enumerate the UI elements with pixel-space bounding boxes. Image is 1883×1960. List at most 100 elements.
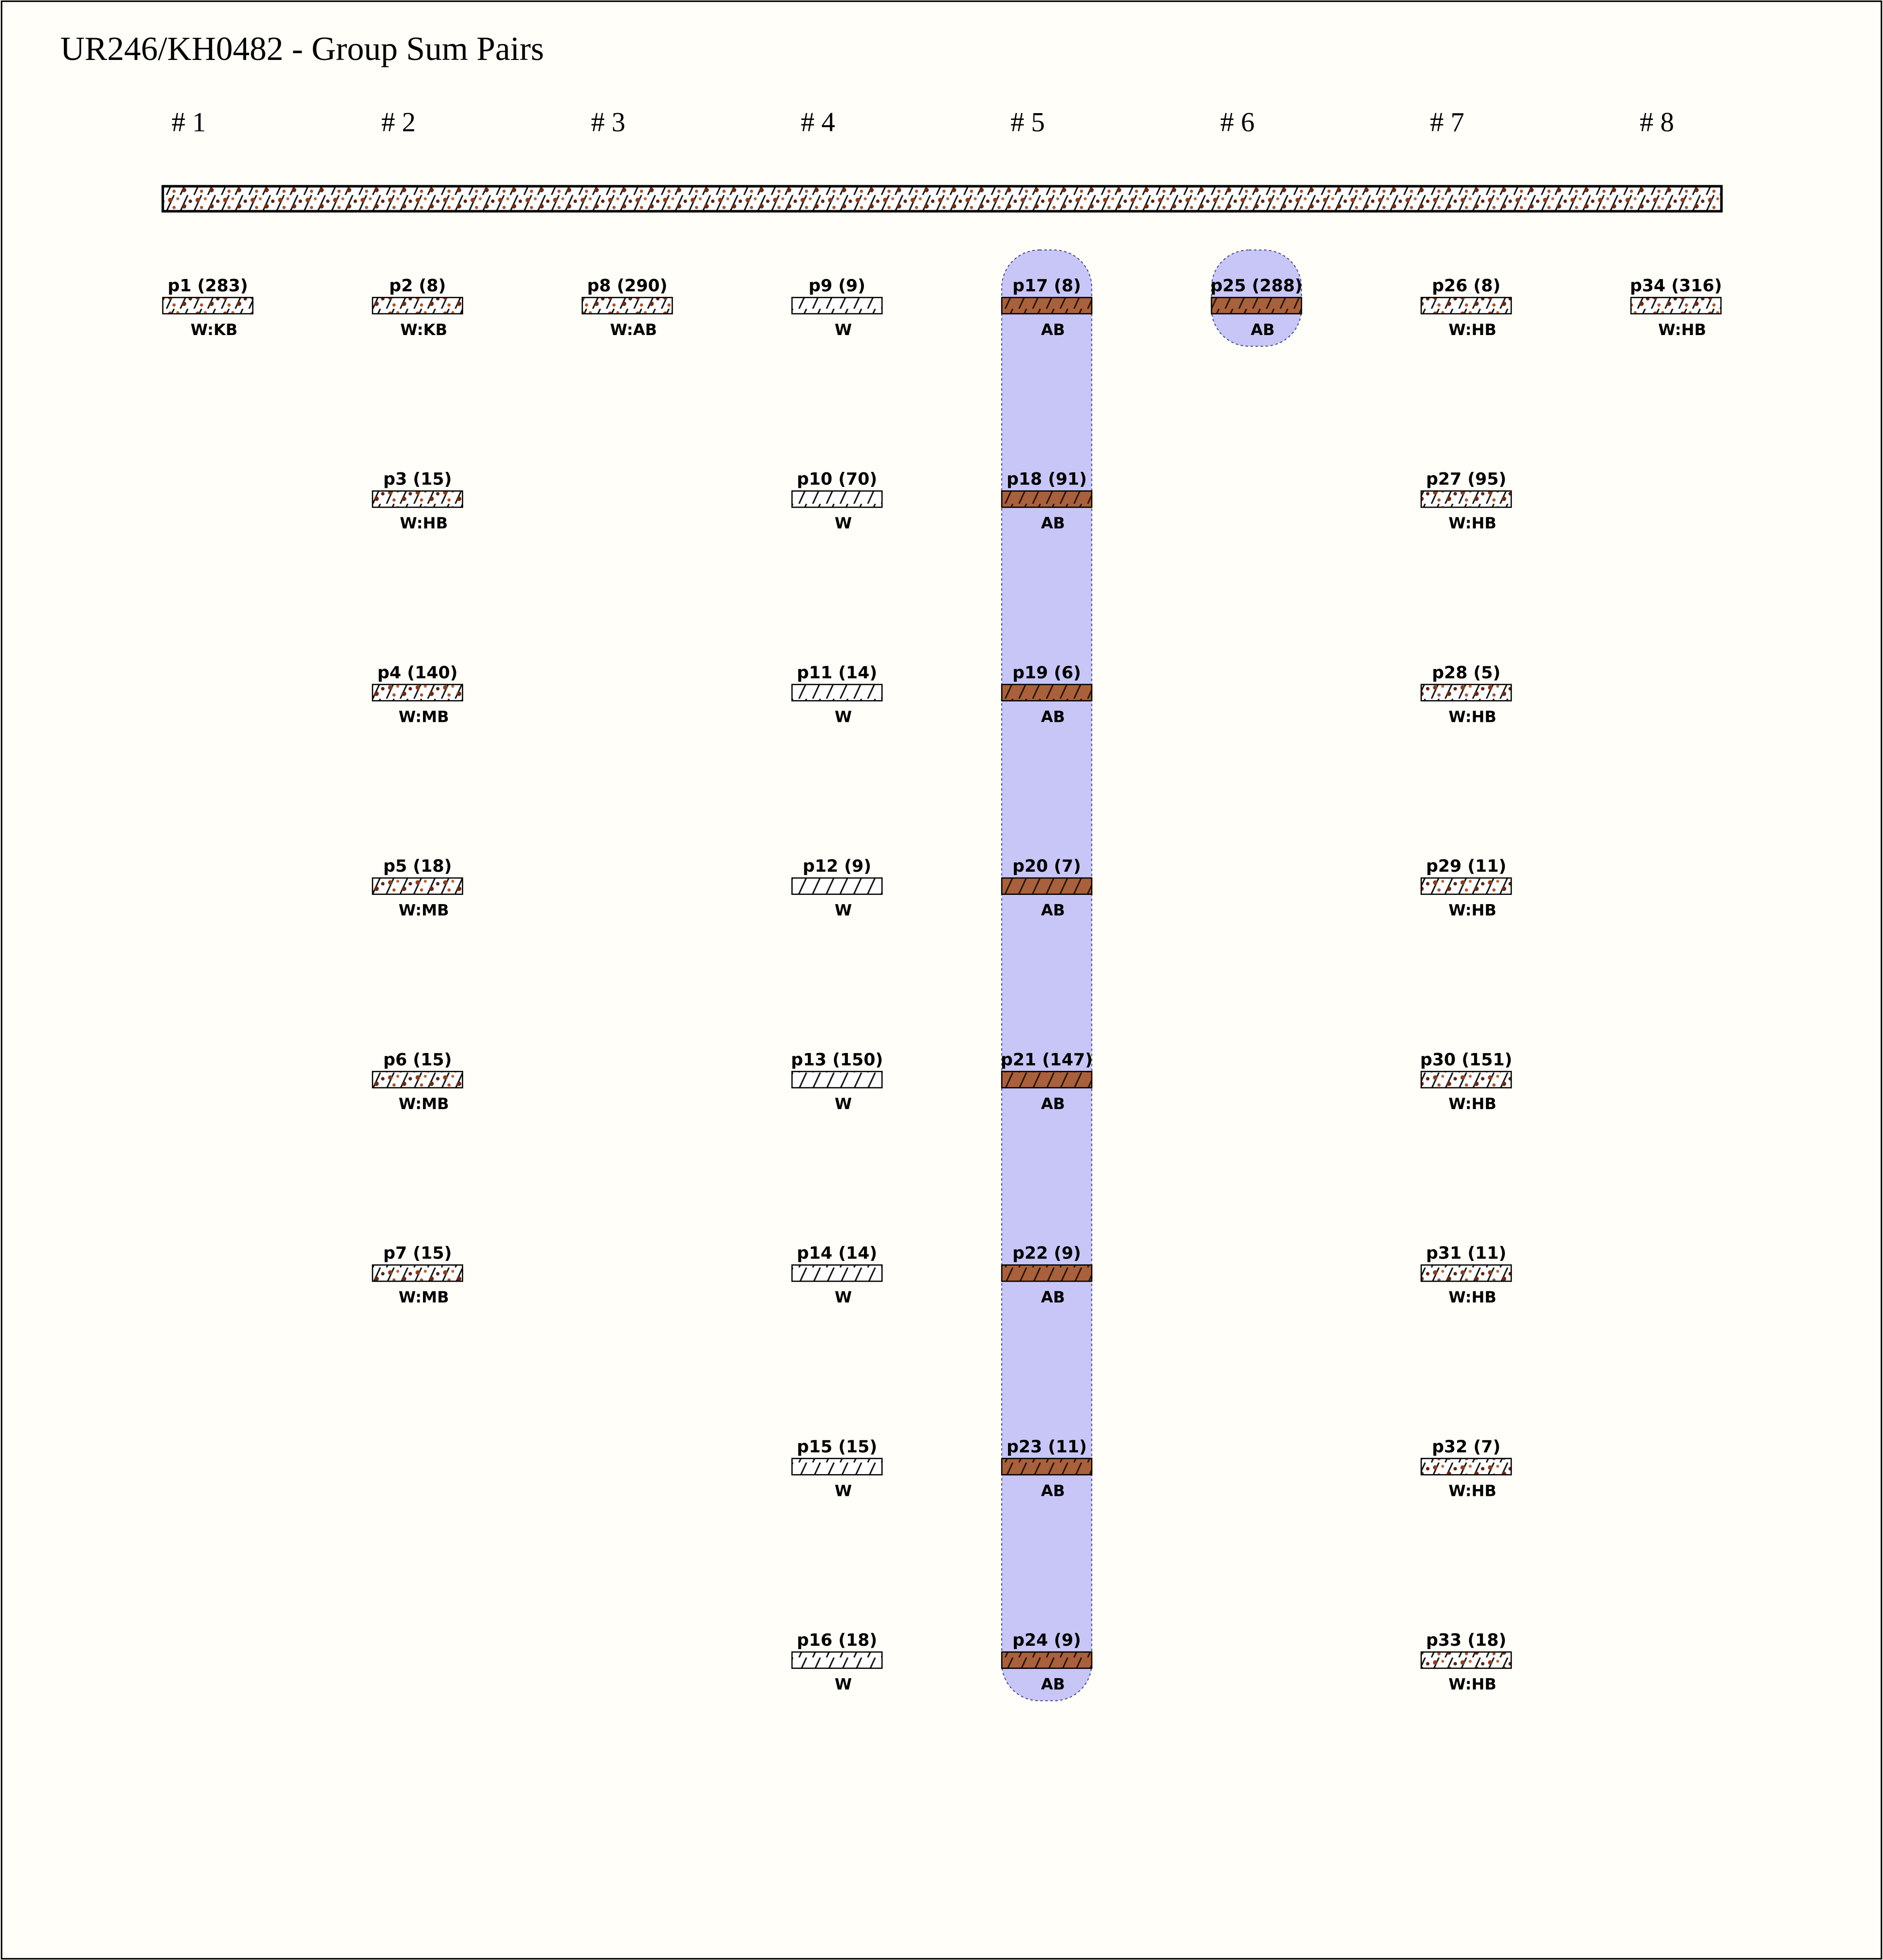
piece-tag: W:MB — [398, 901, 449, 920]
piece-label: p28 (5) — [1432, 663, 1501, 683]
piece-label: p25 (288) — [1211, 276, 1302, 295]
piece-tag: AB — [1041, 1095, 1065, 1113]
piece-bar — [162, 297, 254, 315]
column-header: # 5 — [1010, 107, 1045, 137]
piece-bar — [372, 297, 464, 315]
piece-label: p15 (15) — [797, 1437, 877, 1457]
piece-label: p32 (7) — [1432, 1437, 1501, 1457]
piece-tag: AB — [1041, 1481, 1065, 1500]
piece-label: p20 (7) — [1012, 857, 1081, 876]
piece-tag: W — [834, 1095, 852, 1113]
piece-bar — [372, 684, 464, 702]
piece-bar — [1001, 1458, 1093, 1476]
piece-bar — [1420, 684, 1512, 702]
title: UR246/KH0482 - Group Sum Pairs — [60, 30, 544, 68]
piece-tag: W:MB — [398, 707, 449, 726]
piece-label: p19 (6) — [1012, 663, 1081, 683]
piece-label: p31 (11) — [1426, 1244, 1506, 1263]
piece-bar — [791, 490, 883, 508]
piece-bar — [1420, 297, 1512, 315]
piece-bar — [791, 1264, 883, 1282]
piece-bar — [1420, 490, 1512, 508]
piece-bar — [1211, 297, 1302, 315]
column-header: # 4 — [801, 107, 835, 137]
piece-label: p7 (15) — [383, 1244, 452, 1263]
piece-tag: W:HB — [1448, 901, 1496, 920]
piece-tag: W:HB — [1448, 1675, 1496, 1694]
piece-label: p30 (151) — [1420, 1050, 1512, 1069]
piece-tag: AB — [1041, 1288, 1065, 1306]
piece-bar — [791, 1070, 883, 1089]
piece-tag: W:HB — [1448, 514, 1496, 532]
piece-label: p14 (14) — [797, 1244, 877, 1263]
piece-bar — [582, 297, 673, 315]
piece-tag: W — [834, 514, 852, 532]
piece-label: p34 (316) — [1630, 276, 1722, 295]
piece-label: p2 (8) — [389, 276, 446, 295]
piece-tag: W — [834, 1288, 852, 1306]
column-header: # 8 — [1640, 107, 1674, 137]
piece-tag: W:MB — [398, 1095, 449, 1113]
piece-label: p22 (9) — [1012, 1244, 1081, 1263]
piece-bar — [1420, 1070, 1512, 1089]
piece-label: p13 (150) — [791, 1050, 883, 1069]
piece-bar — [372, 490, 464, 508]
piece-label: p21 (147) — [1001, 1050, 1093, 1069]
piece-tag: W — [834, 1675, 852, 1694]
piece-tag: AB — [1041, 707, 1065, 726]
piece-bar — [1001, 490, 1093, 508]
piece-label: p12 (9) — [803, 857, 871, 876]
piece-tag: W — [834, 1481, 852, 1500]
piece-tag: W:HB — [1448, 1288, 1496, 1306]
piece-bar — [1001, 1264, 1093, 1282]
items: p1 (283) W:KB p2 (8) W:KB p3 (15) W:HB p4 (140… — [162, 276, 1722, 1694]
piece-bar — [791, 1458, 883, 1476]
column-header: # 3 — [591, 107, 626, 137]
piece-tag: W:KB — [190, 321, 237, 339]
piece-label: p4 (140) — [378, 663, 458, 683]
piece-tag: AB — [1041, 1675, 1065, 1694]
piece-tag: W:MB — [398, 1288, 449, 1306]
piece-label: p3 (15) — [383, 470, 452, 489]
piece-bar — [1001, 877, 1093, 895]
piece-tag: AB — [1041, 514, 1065, 532]
piece-bar — [1420, 1458, 1512, 1476]
piece-label: p10 (70) — [797, 470, 877, 489]
group-highlight — [1001, 249, 1093, 1701]
column-header: # 1 — [172, 107, 206, 137]
piece-tag: W:HB — [1448, 321, 1496, 339]
piece-bar — [1420, 1651, 1512, 1669]
piece-label: p26 (8) — [1432, 276, 1501, 295]
piece-bar — [1420, 877, 1512, 895]
piece-tag: AB — [1041, 321, 1065, 339]
piece-bar — [1001, 684, 1093, 702]
piece-tag: W — [834, 901, 852, 920]
piece-label: p9 (9) — [809, 276, 866, 295]
piece-label: p29 (11) — [1426, 857, 1506, 876]
piece-label: p27 (95) — [1426, 470, 1506, 489]
piece-tag: W — [834, 707, 852, 726]
piece-bar — [372, 877, 464, 895]
piece-bar — [791, 297, 883, 315]
piece-tag: W:HB — [400, 514, 448, 532]
piece-label: p8 (290) — [587, 276, 667, 295]
piece-tag: AB — [1251, 321, 1275, 339]
piece-label: p18 (91) — [1007, 470, 1087, 489]
piece-tag: W:HB — [1448, 1481, 1496, 1500]
piece-label: p24 (9) — [1012, 1631, 1081, 1650]
piece-bar — [791, 684, 883, 702]
piece-label: p5 (18) — [383, 857, 452, 876]
piece-label: p17 (8) — [1012, 276, 1081, 295]
column-header: # 2 — [381, 107, 416, 137]
piece-bar — [372, 1070, 464, 1089]
piece-tag: W:HB — [1448, 1095, 1496, 1113]
piece-label: p1 (283) — [168, 276, 248, 295]
main-bar — [161, 185, 1723, 213]
column-header: # 6 — [1220, 107, 1255, 137]
piece-bar — [791, 1651, 883, 1669]
piece-bar — [791, 877, 883, 895]
piece-tag: W:HB — [1448, 707, 1496, 726]
column-header: # 7 — [1430, 107, 1464, 137]
